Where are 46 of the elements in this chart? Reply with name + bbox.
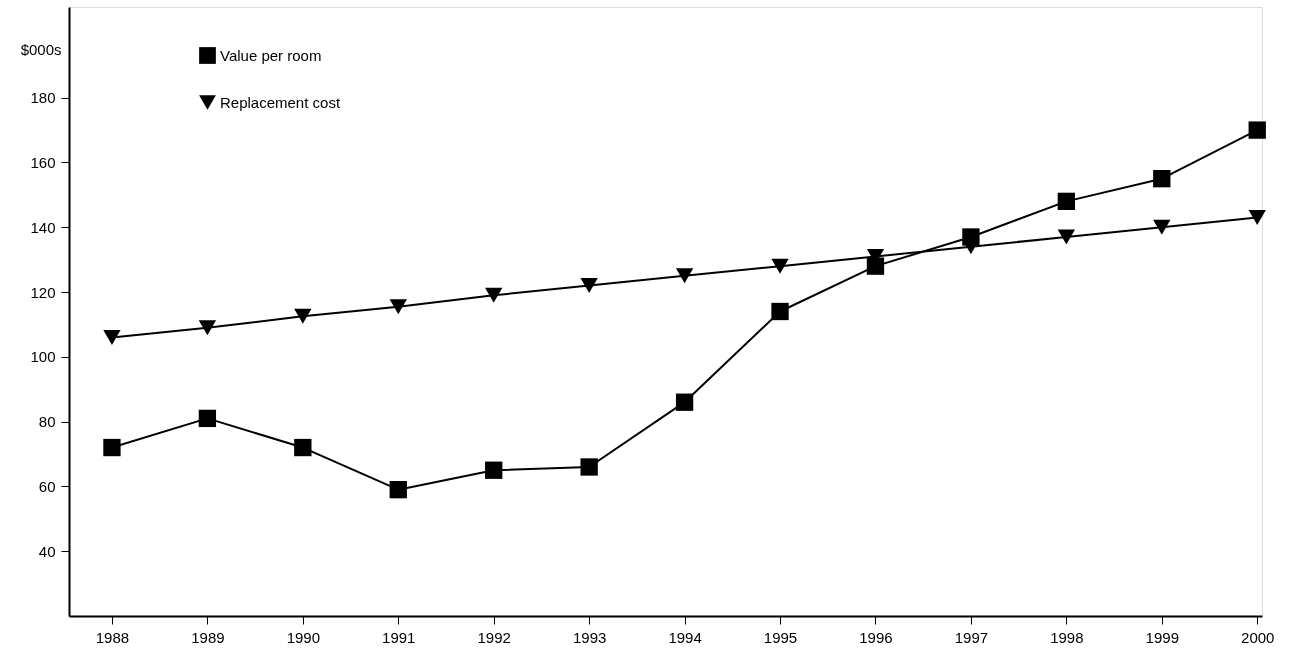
point <box>771 302 789 321</box>
y-tick-label: 100 <box>30 348 56 366</box>
point <box>485 461 503 479</box>
point <box>294 308 312 324</box>
y-tick-label: 140 <box>30 218 56 236</box>
y-tick-label: 40 <box>38 542 56 560</box>
y-axis-title: $000s <box>20 40 62 58</box>
x-tick-label: 1994 <box>668 628 702 646</box>
point <box>198 409 217 428</box>
point <box>675 268 694 284</box>
x-tick-label: 1996 <box>859 628 893 646</box>
point <box>103 329 121 345</box>
point <box>389 481 407 499</box>
point <box>580 458 598 476</box>
point <box>1248 210 1266 226</box>
y-tick-label: 80 <box>38 413 56 431</box>
point <box>294 438 312 457</box>
point <box>1248 121 1266 139</box>
x-tick-label: 1993 <box>572 628 607 646</box>
x-tick-label: 1995 <box>763 628 798 646</box>
x-tick-label: 2000 <box>1241 628 1275 646</box>
x-tick-label: 1992 <box>477 628 511 646</box>
x-tick-label: 1991 <box>382 628 416 646</box>
y-tick-label: 60 <box>38 477 56 495</box>
y-tick-label: 180 <box>30 89 56 107</box>
x-tick-label: 1988 <box>95 628 130 646</box>
y-tick-label: 120 <box>30 283 56 301</box>
x-tick-label: 1999 <box>1145 628 1179 646</box>
point <box>1153 170 1171 188</box>
x-tick-label: 1989 <box>191 628 225 646</box>
x-tick-label: 1998 <box>1050 628 1084 646</box>
point <box>1057 229 1076 245</box>
point <box>198 320 217 336</box>
legend-label: Replacement cost <box>220 93 341 111</box>
point <box>580 278 598 294</box>
point <box>771 258 789 274</box>
point <box>389 299 407 315</box>
point <box>485 287 503 303</box>
point <box>675 393 694 411</box>
point <box>1057 192 1076 211</box>
y-tick-label: 160 <box>30 153 56 171</box>
x-tick-label: 1997 <box>954 628 989 646</box>
point <box>1153 219 1171 235</box>
x-tick-label: 1990 <box>286 628 321 646</box>
legend-label: Value per room <box>220 46 322 64</box>
point <box>103 438 121 457</box>
